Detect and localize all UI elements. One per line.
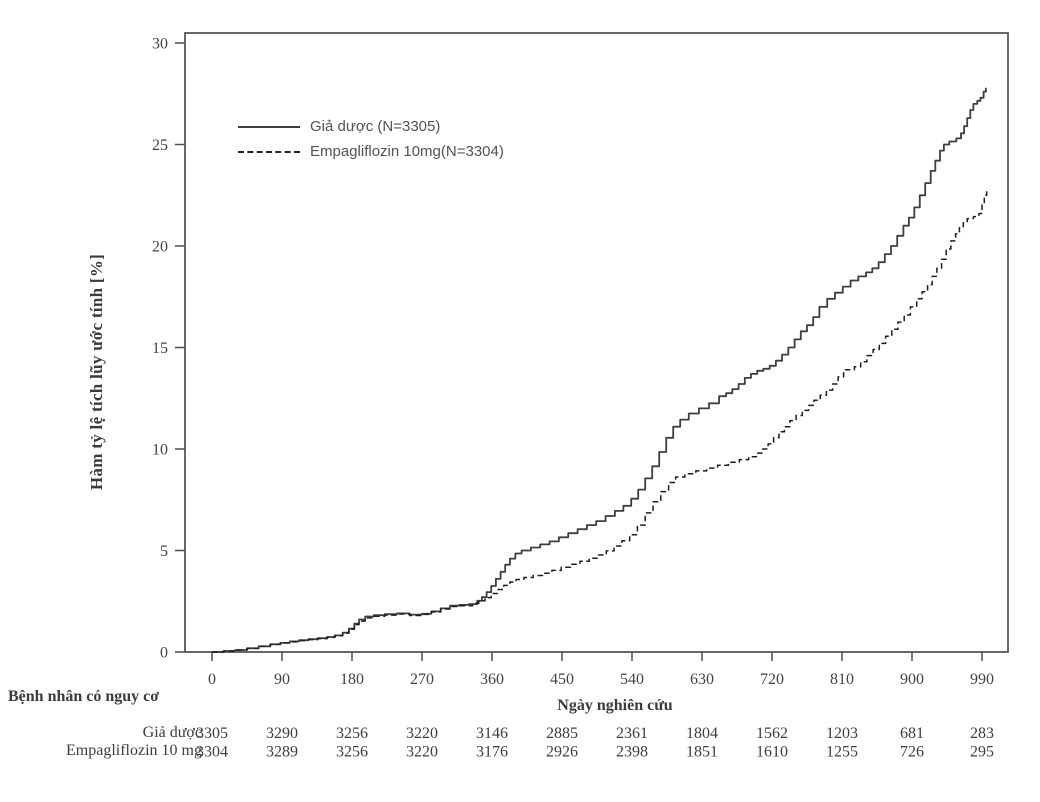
x-tick-label: 360 <box>480 671 504 688</box>
risk-count-cell: 295 <box>970 744 994 761</box>
legend: Giả dược (N=3305) Empagliflozin 10mg(N=3… <box>238 114 504 164</box>
risk-count-cell: 1804 <box>686 725 718 742</box>
risk-count-cell: 2926 <box>546 744 578 761</box>
y-tick-label: 25 <box>152 137 168 154</box>
risk-row-label-empagliflozin: Empagliflozin 10 mg <box>66 742 202 759</box>
x-axis-title: Ngày nghiên cứu <box>557 697 673 714</box>
risk-count-cell: 3256 <box>336 744 368 761</box>
x-tick-label: 540 <box>620 671 644 688</box>
risk-row-label-placebo: Giả dược <box>142 724 202 741</box>
risk-count-cell: 3146 <box>476 725 508 742</box>
series-line-empagliflozin <box>212 189 988 653</box>
y-tick-label: 15 <box>152 340 168 357</box>
x-tick-label: 90 <box>274 671 290 688</box>
x-tick-label: 0 <box>208 671 216 688</box>
risk-count-cell: 3305 <box>196 725 228 742</box>
x-tick-label: 810 <box>830 671 854 688</box>
risk-count-cell: 3256 <box>336 725 368 742</box>
legend-item-empagliflozin: Empagliflozin 10mg(N=3304) <box>238 139 504 164</box>
risk-count-cell: 2398 <box>616 744 648 761</box>
x-tick-label: 180 <box>340 671 364 688</box>
legend-label-placebo: Giả dược (N=3305) <box>310 118 441 135</box>
risk-count-cell: 3290 <box>266 725 298 742</box>
risk-count-cell: 3220 <box>406 725 438 742</box>
x-tick-label: 720 <box>760 671 784 688</box>
risk-count-cell: 2885 <box>546 725 578 742</box>
plot-frame <box>184 32 1009 653</box>
y-tick-label: 30 <box>152 36 168 53</box>
y-tick-label: 0 <box>160 645 168 662</box>
risk-count-cell: 2361 <box>616 725 648 742</box>
risk-count-cell: 3220 <box>406 744 438 761</box>
risk-count-cell: 1255 <box>826 744 858 761</box>
x-tick-label: 900 <box>900 671 924 688</box>
risk-count-cell: 3289 <box>266 744 298 761</box>
risk-table-title: Bệnh nhân có nguy cơ <box>8 688 160 705</box>
x-tick-label: 990 <box>970 671 994 688</box>
legend-label-empagliflozin: Empagliflozin 10mg(N=3304) <box>310 143 504 160</box>
legend-item-placebo: Giả dược (N=3305) <box>238 114 504 139</box>
y-tick-label: 10 <box>152 442 168 459</box>
risk-count-cell: 283 <box>970 725 994 742</box>
x-tick-label: 630 <box>690 671 714 688</box>
y-tick-label: 5 <box>160 543 168 560</box>
x-tick-label: 270 <box>410 671 434 688</box>
risk-count-cell: 726 <box>900 744 924 761</box>
risk-count-cell: 1610 <box>756 744 788 761</box>
risk-count-cell: 1203 <box>826 725 858 742</box>
y-tick-label: 20 <box>152 239 168 256</box>
series-line-placebo <box>212 87 987 653</box>
risk-count-cell: 3176 <box>476 744 508 761</box>
risk-count-cell: 681 <box>900 725 924 742</box>
legend-line-dashed <box>238 150 300 153</box>
risk-count-cell: 1851 <box>686 744 718 761</box>
legend-line-solid <box>238 125 300 128</box>
x-tick-label: 450 <box>550 671 574 688</box>
risk-count-cell: 3304 <box>196 744 228 761</box>
risk-count-cell: 1562 <box>756 725 788 742</box>
